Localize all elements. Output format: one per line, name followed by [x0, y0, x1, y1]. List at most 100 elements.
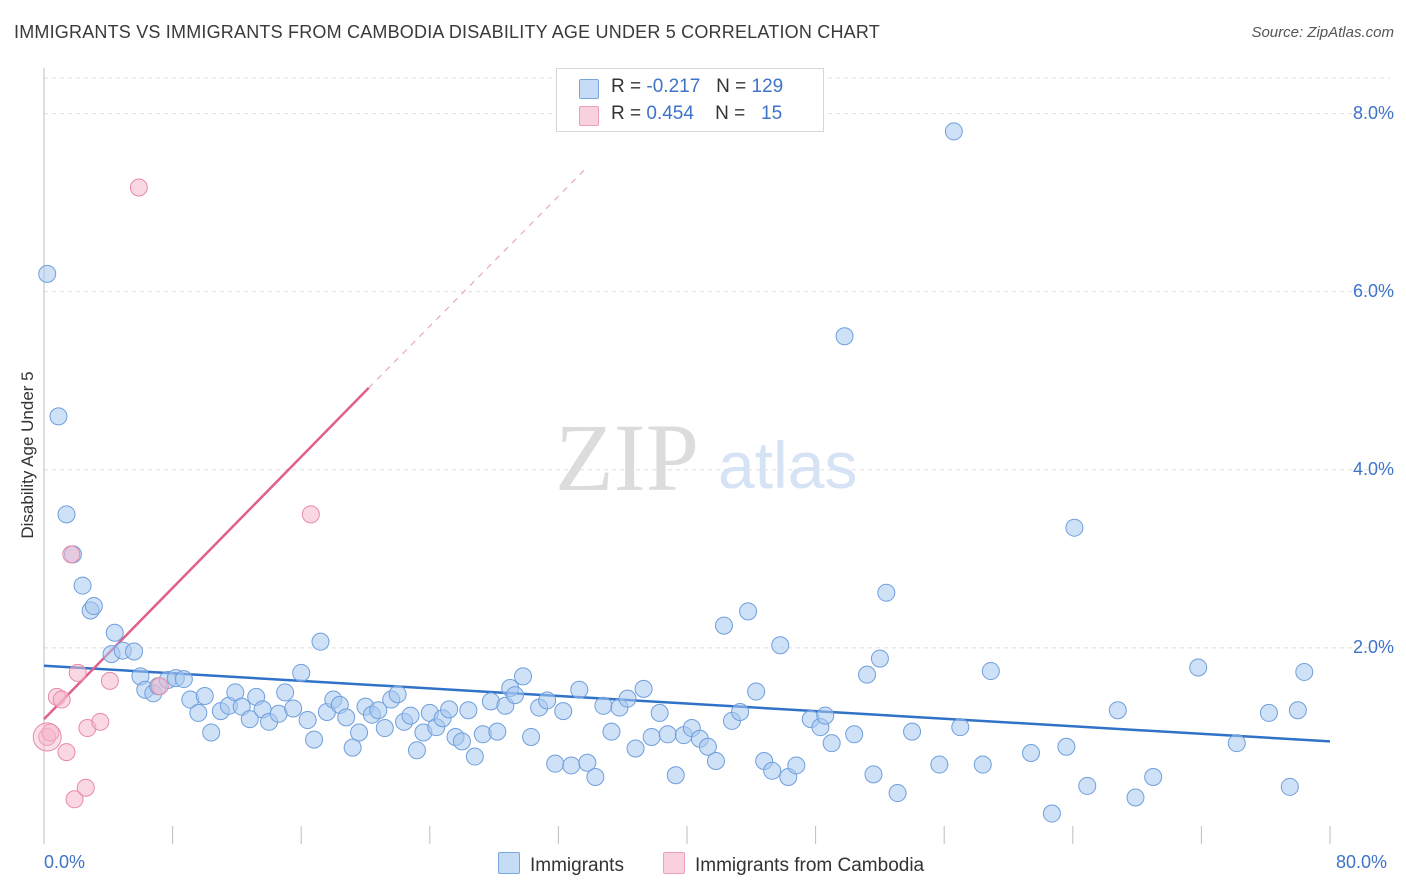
immigrants-point [1108, 701, 1127, 720]
immigrants-point [343, 738, 362, 757]
immigrants-point [284, 699, 303, 718]
cambodia-point [100, 671, 119, 690]
immigrants-point [634, 679, 653, 698]
immigrants-point [538, 691, 557, 710]
legend-n-value: 15 [761, 103, 783, 124]
immigrants-point [311, 632, 330, 651]
immigrants-point [514, 667, 533, 686]
immigrants-point [578, 753, 597, 772]
immigrants-point [763, 761, 782, 780]
immigrants-point [586, 768, 605, 787]
y-tick-label: 6.0% [1352, 280, 1394, 301]
immigrants-point [505, 686, 524, 705]
immigrants-point [771, 636, 790, 655]
legend-r-value: -0.217 [646, 76, 701, 97]
immigrants-point [845, 725, 864, 744]
immigrants-point [903, 722, 922, 741]
immigrants-point [38, 264, 57, 283]
immigrants-point [1259, 703, 1278, 722]
immigrants-point [951, 718, 970, 737]
cambodia-point [62, 545, 81, 564]
y-tick-label: 4.0% [1352, 458, 1394, 479]
immigrants-point [1288, 701, 1307, 720]
immigrants-point [1042, 804, 1061, 823]
cambodia-point [301, 505, 320, 524]
immigrants-point [337, 708, 356, 727]
x-tick-label-min: 0.0% [44, 852, 86, 872]
immigrants-point [488, 722, 507, 741]
immigrants-point [1189, 658, 1208, 677]
immigrants-point [465, 747, 484, 766]
cambodia-point [52, 690, 71, 709]
legend-n-value: 129 [751, 76, 784, 97]
y-tick-label: 2.0% [1352, 636, 1394, 657]
immigrants-point [1227, 734, 1246, 753]
cambodia-point [65, 790, 84, 809]
legend-r-label: R = [611, 103, 642, 124]
immigrants-point [522, 727, 541, 746]
immigrants-point [57, 505, 76, 524]
legend-swatch-blue [579, 79, 599, 99]
immigrants-point [49, 407, 68, 426]
immigrants-point [835, 327, 854, 346]
immigrants-point [602, 722, 621, 741]
immigrants-point [388, 685, 407, 704]
immigrants-point [706, 751, 725, 770]
immigrants-point [546, 754, 565, 773]
correlation-legend: R = -0.217 N = 129 R = 0.454 N = 15 [556, 68, 824, 132]
immigrants-point [189, 703, 208, 722]
immigrants-point [864, 765, 883, 784]
immigrants-point [276, 683, 295, 702]
y-tick-label: 8.0% [1352, 102, 1394, 123]
immigrants-point [195, 686, 214, 705]
axes [43, 68, 1331, 844]
immigrants-point [930, 755, 949, 774]
chart-title: IMMIGRANTS VS IMMIGRANTS FROM CAMBODIA D… [14, 22, 880, 42]
immigrants-point [981, 662, 1000, 681]
watermark-zip: ZIP [555, 404, 699, 511]
immigrants-point [642, 727, 661, 746]
immigrants-trend-line [43, 664, 1331, 743]
cambodia-point [76, 778, 95, 797]
bottom-legend-immigrants: Immigrants [498, 852, 624, 877]
immigrants-point [888, 784, 907, 803]
immigrants-point [858, 665, 877, 684]
immigrants-point [787, 756, 806, 775]
immigrants-point [1057, 737, 1076, 756]
immigrants-point [594, 696, 613, 715]
grid-lines [44, 77, 1390, 649]
immigrants-point [618, 689, 637, 708]
immigrants-point [84, 597, 103, 616]
immigrants-point [698, 737, 717, 756]
chart-source: Source: ZipAtlas.com [1251, 24, 1394, 41]
cambodia-point [68, 663, 87, 682]
legend-swatch-pink [579, 106, 599, 126]
immigrants-point [570, 680, 589, 699]
immigrants-point [973, 755, 992, 774]
immigrants-point [944, 122, 963, 141]
immigrants-point [1065, 518, 1084, 537]
immigrants-point [174, 670, 193, 689]
immigrants-point [816, 706, 835, 725]
immigrants-point [240, 710, 259, 729]
immigrants-point [562, 756, 581, 775]
cambodia-trend-extension [368, 166, 588, 389]
legend-n-label: N = [715, 103, 746, 124]
immigrants-point [1295, 662, 1314, 681]
immigrants-point [822, 734, 841, 753]
immigrants-point [1280, 777, 1299, 796]
trend-lines [43, 166, 1331, 743]
bottom-legend-cambodia: Immigrants from Cambodia [663, 852, 924, 877]
bottom-legend-label: Immigrants from Cambodia [695, 855, 925, 876]
cambodia-point [41, 723, 60, 742]
immigrants-point [554, 702, 573, 721]
immigrants-point [407, 741, 426, 760]
immigrants-point [1078, 776, 1097, 795]
bottom-legend-swatch-blue [498, 852, 520, 874]
immigrants-point [666, 766, 685, 785]
immigrants-point [298, 711, 317, 730]
legend-r-value: 0.454 [646, 103, 694, 124]
cambodia-point [150, 677, 169, 696]
immigrants-point [877, 583, 896, 602]
bottom-legend-swatch-pink [663, 852, 685, 874]
